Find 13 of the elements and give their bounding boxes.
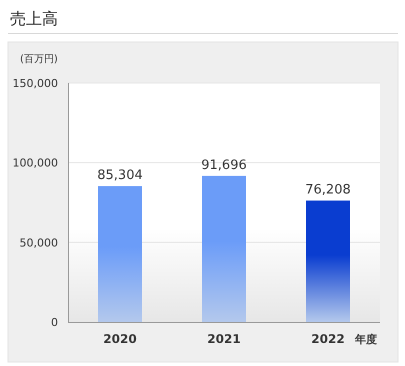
data-label: 85,304 bbox=[97, 168, 143, 184]
data-label: 76,208 bbox=[305, 182, 351, 198]
data-label: 91,696 bbox=[201, 158, 247, 173]
y-axis-title: (百万円) bbox=[20, 54, 58, 65]
chart-title: 売上高 bbox=[10, 9, 58, 28]
y-tick-label: 50,000 bbox=[20, 236, 58, 250]
x-tick-label: 2020 bbox=[103, 332, 137, 346]
x-axis-title: 年度 bbox=[354, 333, 377, 346]
y-tick-label: 0 bbox=[51, 316, 58, 329]
x-tick-label: 2021 bbox=[207, 332, 241, 346]
y-tick-label: 150,000 bbox=[12, 77, 58, 90]
x-tick-label: 2022 bbox=[311, 332, 345, 346]
y-tick-label: 100,000 bbox=[12, 156, 58, 170]
